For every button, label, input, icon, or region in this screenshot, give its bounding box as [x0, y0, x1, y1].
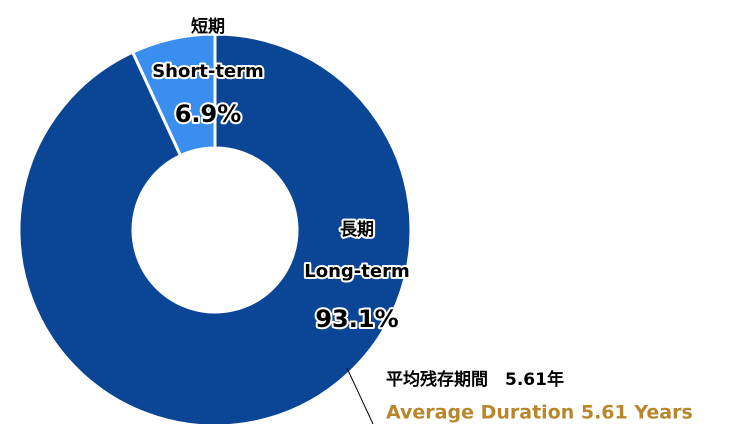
annotation-ja: 平均残存期間 5.61年 [386, 369, 564, 390]
slice-label-ja: 短期 [191, 16, 225, 37]
annotation-leader [346, 367, 374, 424]
slice-label-en: Short-term [152, 61, 264, 82]
donut-slice [130, 32, 217, 158]
annotation-en: Average Duration 5.61 Years [386, 402, 693, 424]
slice-value-label: 93.1% [315, 305, 398, 333]
slice-label-ja: 長期 [340, 220, 374, 240]
slice-value-label: 6.9% [175, 100, 242, 128]
donut-slice [17, 32, 413, 424]
slice-label-en: Long-term [304, 261, 409, 282]
